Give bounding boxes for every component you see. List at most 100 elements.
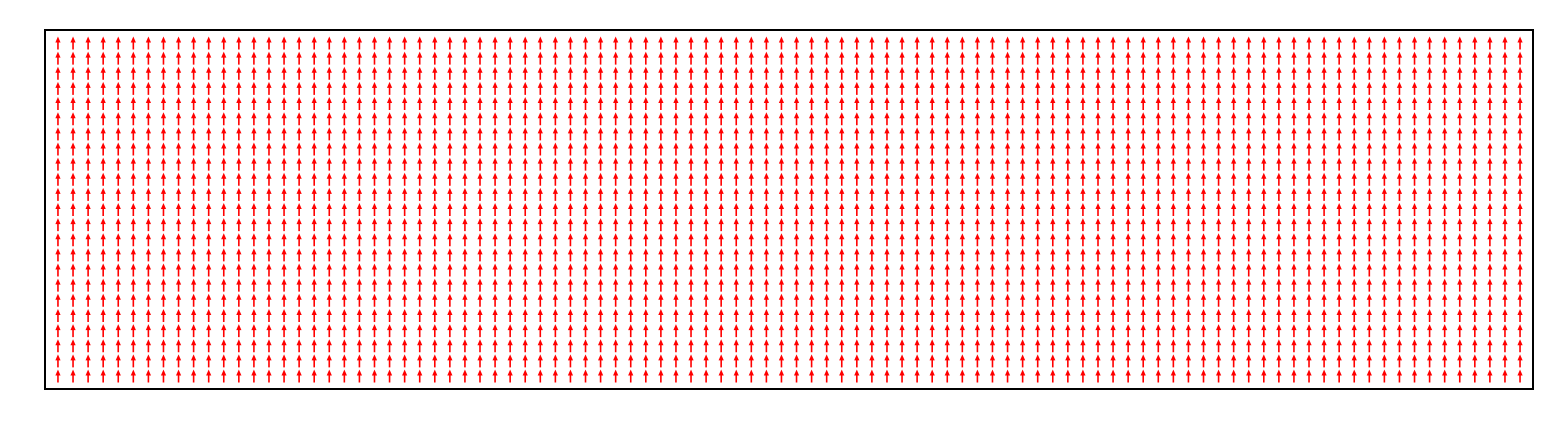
arrow: [402, 263, 408, 277]
arrow: [643, 233, 649, 247]
arrow: [251, 142, 257, 156]
arrow: [251, 263, 257, 277]
arrow: [1487, 339, 1493, 353]
arrow: [432, 263, 438, 277]
arrow: [115, 308, 121, 322]
arrow: [1035, 51, 1041, 65]
arrow: [1351, 324, 1357, 338]
arrow: [914, 233, 920, 247]
arrow: [236, 218, 242, 232]
arrow: [1321, 369, 1327, 383]
arrow: [1004, 157, 1011, 171]
arrow: [658, 339, 664, 353]
arrow: [341, 36, 347, 50]
arrow: [1246, 354, 1252, 368]
arrow: [1231, 354, 1237, 368]
arrow: [914, 187, 920, 201]
arrow: [597, 263, 604, 277]
arrow: [1427, 369, 1433, 383]
arrow: [718, 172, 724, 186]
arrow: [869, 308, 875, 322]
arrow: [1200, 263, 1207, 277]
arrow: [55, 97, 61, 111]
arrow: [1321, 112, 1327, 126]
arrow: [552, 112, 558, 126]
arrow: [1517, 369, 1523, 383]
arrow: [296, 308, 302, 322]
arrow: [1110, 293, 1116, 307]
arrow: [55, 293, 61, 307]
arrow: [417, 112, 423, 126]
arrow: [115, 187, 121, 201]
arrow: [809, 81, 815, 95]
arrow: [191, 112, 197, 126]
arrow: [1306, 127, 1312, 141]
arrow: [552, 51, 558, 65]
arrow: [1185, 187, 1192, 201]
arrow: [567, 112, 574, 126]
arrow: [326, 66, 332, 80]
arrow: [191, 293, 197, 307]
arrow: [733, 187, 739, 201]
arrow: [1291, 127, 1297, 141]
arrow: [1140, 142, 1146, 156]
arrow: [1020, 248, 1026, 262]
arrow: [492, 278, 498, 292]
arrow: [1125, 263, 1131, 277]
arrow: [522, 339, 528, 353]
arrow: [507, 248, 513, 262]
arrow: [1351, 112, 1357, 126]
arrow: [1170, 233, 1176, 247]
arrow: [613, 66, 619, 80]
arrow: [839, 51, 845, 65]
arrow: [1442, 112, 1448, 126]
arrow: [507, 187, 513, 201]
arrow: [356, 187, 363, 201]
arrow: [778, 187, 785, 201]
arrow: [130, 218, 136, 232]
arrow: [688, 142, 694, 156]
arrow: [1351, 51, 1357, 65]
arrow: [281, 51, 287, 65]
arrow: [1261, 324, 1267, 338]
arrow: [899, 278, 905, 292]
arrow: [145, 278, 151, 292]
arrow: [703, 127, 709, 141]
arrow: [1155, 339, 1161, 353]
arrow: [311, 112, 317, 126]
arrow: [733, 308, 739, 322]
arrow: [643, 308, 649, 322]
arrow: [1427, 248, 1433, 262]
arrow: [191, 66, 197, 80]
arrow: [221, 354, 227, 368]
arrow: [1472, 308, 1478, 322]
arrow: [356, 324, 363, 338]
arrow: [718, 308, 724, 322]
arrow: [1502, 51, 1508, 65]
arrow: [1065, 263, 1071, 277]
arrow: [206, 127, 212, 141]
arrow: [537, 203, 543, 216]
arrow: [130, 339, 136, 353]
arrow: [929, 203, 935, 216]
arrow: [899, 354, 905, 368]
arrow: [944, 172, 950, 186]
arrow: [145, 339, 151, 353]
arrow: [1231, 172, 1237, 186]
arrow: [522, 66, 528, 80]
arrow: [221, 172, 227, 186]
arrow: [70, 339, 76, 353]
arrow: [1321, 172, 1327, 186]
arrow: [1366, 278, 1372, 292]
arrow: [221, 324, 227, 338]
arrow: [281, 218, 287, 232]
arrow: [1306, 81, 1312, 95]
arrow: [70, 263, 76, 277]
arrow: [371, 354, 378, 368]
arrow: [175, 66, 182, 80]
arrow: [748, 248, 754, 262]
arrow: [402, 142, 408, 156]
arrow: [206, 97, 212, 111]
arrow: [341, 324, 347, 338]
arrow: [1306, 248, 1312, 262]
